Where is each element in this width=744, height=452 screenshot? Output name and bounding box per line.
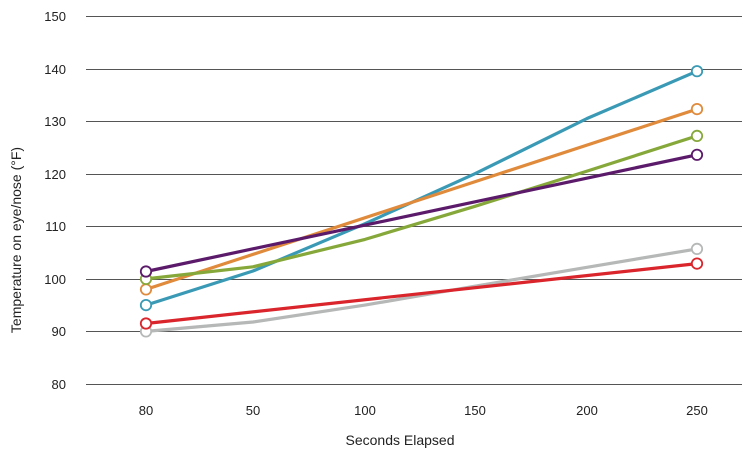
series-line-5 <box>144 247 699 333</box>
series-line-2 <box>144 107 699 291</box>
y-tick-label: 130 <box>44 114 66 129</box>
data-point-marker <box>690 65 704 78</box>
y-tick-label: 100 <box>44 272 66 287</box>
data-point-marker <box>690 148 704 161</box>
series-markers <box>139 65 704 338</box>
y-tick-label: 150 <box>44 9 66 24</box>
x-tick-label: 80 <box>139 403 153 418</box>
data-point-marker <box>690 129 704 142</box>
series-lines <box>144 69 699 333</box>
y-tick-label: 110 <box>45 219 66 234</box>
y-tick-label: 90 <box>52 324 66 339</box>
data-point-marker <box>139 283 153 296</box>
x-axis-label: Seconds Elapsed <box>346 432 455 448</box>
data-point-marker <box>139 317 153 330</box>
gridlines <box>86 16 742 385</box>
data-point-marker <box>690 103 704 116</box>
y-axis-label: Temperature on eye/nose (°F) <box>8 147 24 333</box>
x-tick-label: 200 <box>576 403 598 418</box>
x-tick-label: 250 <box>686 403 708 418</box>
data-point-marker <box>139 265 153 278</box>
y-tick-label: 140 <box>44 62 66 77</box>
data-point-marker <box>139 298 153 312</box>
x-tick-label: 100 <box>354 403 376 418</box>
series-line-4 <box>144 153 699 274</box>
data-point-marker <box>690 257 704 270</box>
x-tick-label: 150 <box>464 403 486 418</box>
series-line-3 <box>144 134 699 281</box>
data-point-marker <box>690 242 704 255</box>
x-tick-label: 50 <box>246 403 260 418</box>
y-tick-label: 80 <box>52 377 66 392</box>
series-line-6 <box>144 262 699 326</box>
y-tick-labels: 80 90 100 110 120 130 140 150 <box>44 9 66 392</box>
x-tick-labels: 80 50 100 150 200 250 <box>139 403 708 418</box>
y-tick-label: 120 <box>44 167 66 182</box>
